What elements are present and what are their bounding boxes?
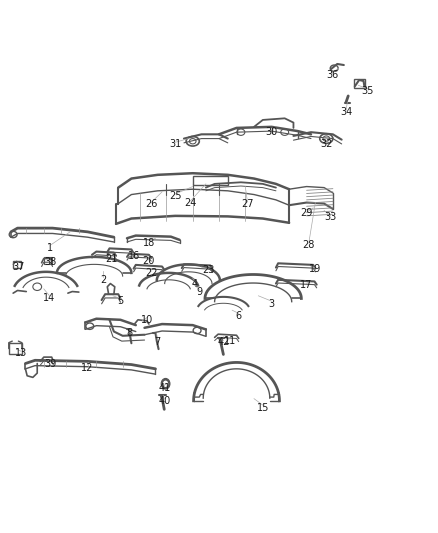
Text: 5: 5 (117, 296, 124, 306)
Text: 27: 27 (241, 199, 254, 208)
Bar (193, 176, 228, 185)
Text: 16: 16 (127, 251, 140, 261)
Text: 19: 19 (309, 264, 321, 274)
Text: 12: 12 (81, 363, 94, 373)
Text: 22: 22 (145, 268, 157, 278)
Text: 41: 41 (158, 383, 170, 393)
Text: 36: 36 (326, 70, 338, 79)
Text: 38: 38 (44, 257, 57, 267)
Text: 39: 39 (44, 359, 57, 368)
Bar (44, 257, 52, 264)
Text: 6: 6 (236, 311, 242, 320)
Bar (13, 261, 21, 268)
Text: 28: 28 (303, 240, 315, 250)
Text: 9: 9 (196, 287, 202, 296)
Text: 3: 3 (268, 299, 275, 309)
Text: 15: 15 (257, 403, 269, 413)
Text: 26: 26 (145, 199, 157, 208)
Text: 42: 42 (217, 337, 230, 347)
Text: 17: 17 (300, 280, 313, 290)
Circle shape (161, 378, 170, 389)
Text: 25: 25 (169, 191, 181, 200)
Text: 7: 7 (155, 337, 161, 347)
Text: 34: 34 (340, 107, 352, 117)
Text: 32: 32 (320, 139, 332, 149)
Bar (9, 343, 22, 354)
Text: 33: 33 (325, 213, 337, 222)
Text: 11: 11 (224, 336, 236, 346)
Text: 2: 2 (100, 275, 106, 285)
Text: 14: 14 (43, 294, 56, 303)
Text: 21: 21 (106, 254, 118, 263)
Text: 4: 4 (192, 279, 198, 288)
Circle shape (163, 381, 168, 387)
Text: 30: 30 (265, 127, 278, 137)
Text: 24: 24 (184, 198, 197, 207)
Text: 40: 40 (158, 396, 170, 406)
Bar (354, 79, 365, 88)
Text: 29: 29 (300, 208, 313, 218)
Text: 20: 20 (143, 256, 155, 266)
Text: 13: 13 (15, 348, 27, 358)
Text: 8: 8 (126, 328, 132, 338)
Text: 23: 23 (202, 265, 214, 275)
Text: 10: 10 (141, 315, 153, 325)
Text: 18: 18 (143, 238, 155, 247)
Text: 37: 37 (12, 262, 25, 271)
Text: 1: 1 (47, 243, 53, 253)
Text: 35: 35 (362, 86, 374, 95)
Text: 31: 31 (169, 139, 181, 149)
